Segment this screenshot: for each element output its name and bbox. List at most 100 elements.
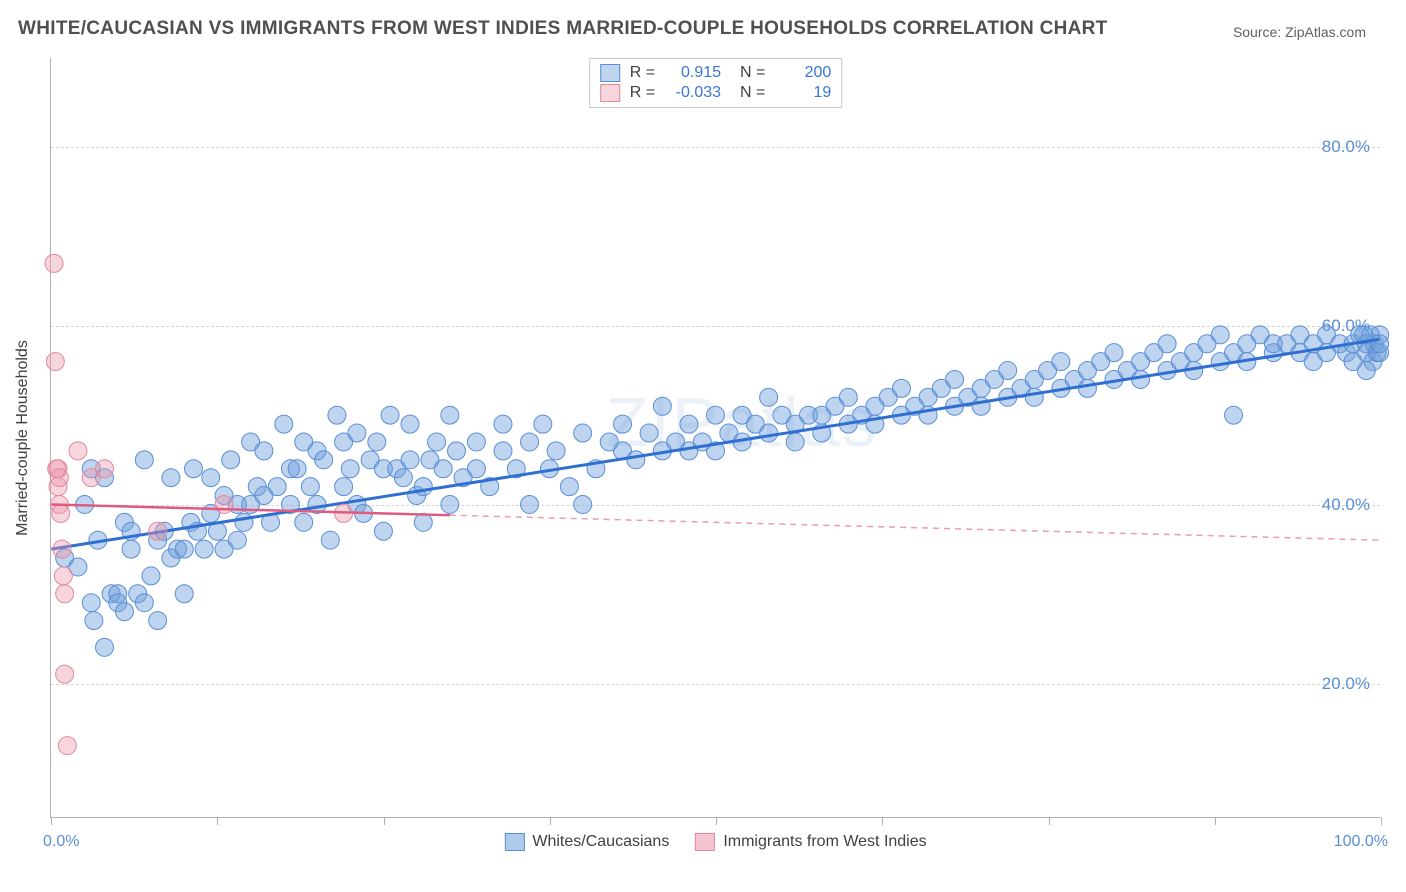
data-point	[494, 442, 512, 460]
data-point	[82, 594, 100, 612]
data-point	[441, 495, 459, 513]
data-point	[202, 469, 220, 487]
x-tick	[51, 817, 52, 825]
data-point	[574, 424, 592, 442]
data-point	[707, 406, 725, 424]
x-tick	[550, 817, 551, 825]
data-point	[215, 495, 233, 513]
data-point	[653, 397, 671, 415]
data-point	[760, 424, 778, 442]
legend-stat-row: R = -0.033 N = 19	[600, 83, 832, 103]
chart-header: WHITE/CAUCASIAN VS IMMIGRANTS FROM WEST …	[0, 0, 1406, 40]
y-axis-title: Married-couple Households	[14, 340, 32, 536]
data-point	[760, 388, 778, 406]
data-point	[627, 451, 645, 469]
data-point	[467, 433, 485, 451]
stat-n-label: N =	[731, 84, 765, 102]
legend-stat-row: R =0.915 N =200	[600, 63, 832, 83]
legend-item: Whites/Caucasians	[504, 833, 669, 851]
data-point	[56, 665, 74, 683]
data-point	[195, 540, 213, 558]
legend-label: Immigrants from West Indies	[723, 833, 926, 851]
trend-line-dashed	[450, 515, 1380, 540]
data-point	[175, 585, 193, 603]
data-point	[175, 540, 193, 558]
data-point	[235, 513, 253, 531]
x-tick	[716, 817, 717, 825]
data-point	[381, 406, 399, 424]
data-point	[321, 531, 339, 549]
data-point	[1158, 335, 1176, 353]
data-point	[494, 415, 512, 433]
data-point	[275, 415, 293, 433]
data-point	[1371, 335, 1389, 353]
x-tick	[1215, 817, 1216, 825]
data-point	[162, 469, 180, 487]
data-point	[534, 415, 552, 433]
data-point	[222, 451, 240, 469]
data-point	[255, 442, 273, 460]
stat-n-value: 19	[775, 84, 831, 102]
stat-n-label: N =	[731, 64, 765, 82]
data-point	[401, 451, 419, 469]
data-point	[1025, 388, 1043, 406]
data-point	[434, 460, 452, 478]
data-point	[96, 638, 114, 656]
data-point	[414, 478, 432, 496]
x-tick	[384, 817, 385, 825]
data-point	[414, 513, 432, 531]
data-point	[45, 254, 63, 272]
chart-area: Married-couple Households 20.0%40.0%60.0…	[50, 58, 1380, 818]
data-point	[1052, 353, 1070, 371]
scatter-plot	[51, 58, 1380, 817]
data-point	[301, 478, 319, 496]
data-point	[786, 433, 804, 451]
data-point	[547, 442, 565, 460]
data-point	[521, 433, 539, 451]
data-point	[448, 442, 466, 460]
correlation-legend: R =0.915 N =200R =-0.033 N =19	[589, 58, 843, 108]
data-point	[428, 433, 446, 451]
data-point	[328, 406, 346, 424]
data-point	[54, 567, 72, 585]
data-point	[315, 451, 333, 469]
data-point	[999, 362, 1017, 380]
source-label: Source: ZipAtlas.com	[1233, 24, 1366, 40]
data-point	[135, 594, 153, 612]
data-point	[560, 478, 578, 496]
data-point	[892, 379, 910, 397]
data-point	[839, 388, 857, 406]
stat-n-value: 200	[775, 64, 831, 82]
data-point	[53, 540, 71, 558]
data-point	[115, 603, 133, 621]
stat-r-label: R =	[630, 84, 655, 102]
data-point	[58, 737, 76, 755]
data-point	[149, 522, 167, 540]
data-point	[50, 469, 68, 487]
data-point	[1105, 344, 1123, 362]
chart-title: WHITE/CAUCASIAN VS IMMIGRANTS FROM WEST …	[18, 18, 1108, 40]
x-axis-min-label: 0.0%	[43, 833, 79, 851]
data-point	[228, 531, 246, 549]
data-point	[1078, 379, 1096, 397]
stat-r-value: -0.033	[665, 84, 721, 102]
data-point	[122, 540, 140, 558]
stat-r-label: R =	[630, 64, 655, 82]
data-point	[268, 478, 286, 496]
data-point	[185, 460, 203, 478]
data-point	[69, 442, 87, 460]
data-point	[680, 415, 698, 433]
x-tick	[1381, 817, 1382, 825]
data-point	[1225, 406, 1243, 424]
legend-swatch	[600, 84, 620, 102]
data-point	[521, 495, 539, 513]
data-point	[368, 433, 386, 451]
data-point	[574, 495, 592, 513]
data-point	[374, 522, 392, 540]
data-point	[614, 415, 632, 433]
legend-swatch	[600, 64, 620, 82]
x-axis-max-label: 100.0%	[1334, 833, 1388, 851]
data-point	[1357, 362, 1375, 380]
data-point	[96, 460, 114, 478]
data-point	[401, 415, 419, 433]
